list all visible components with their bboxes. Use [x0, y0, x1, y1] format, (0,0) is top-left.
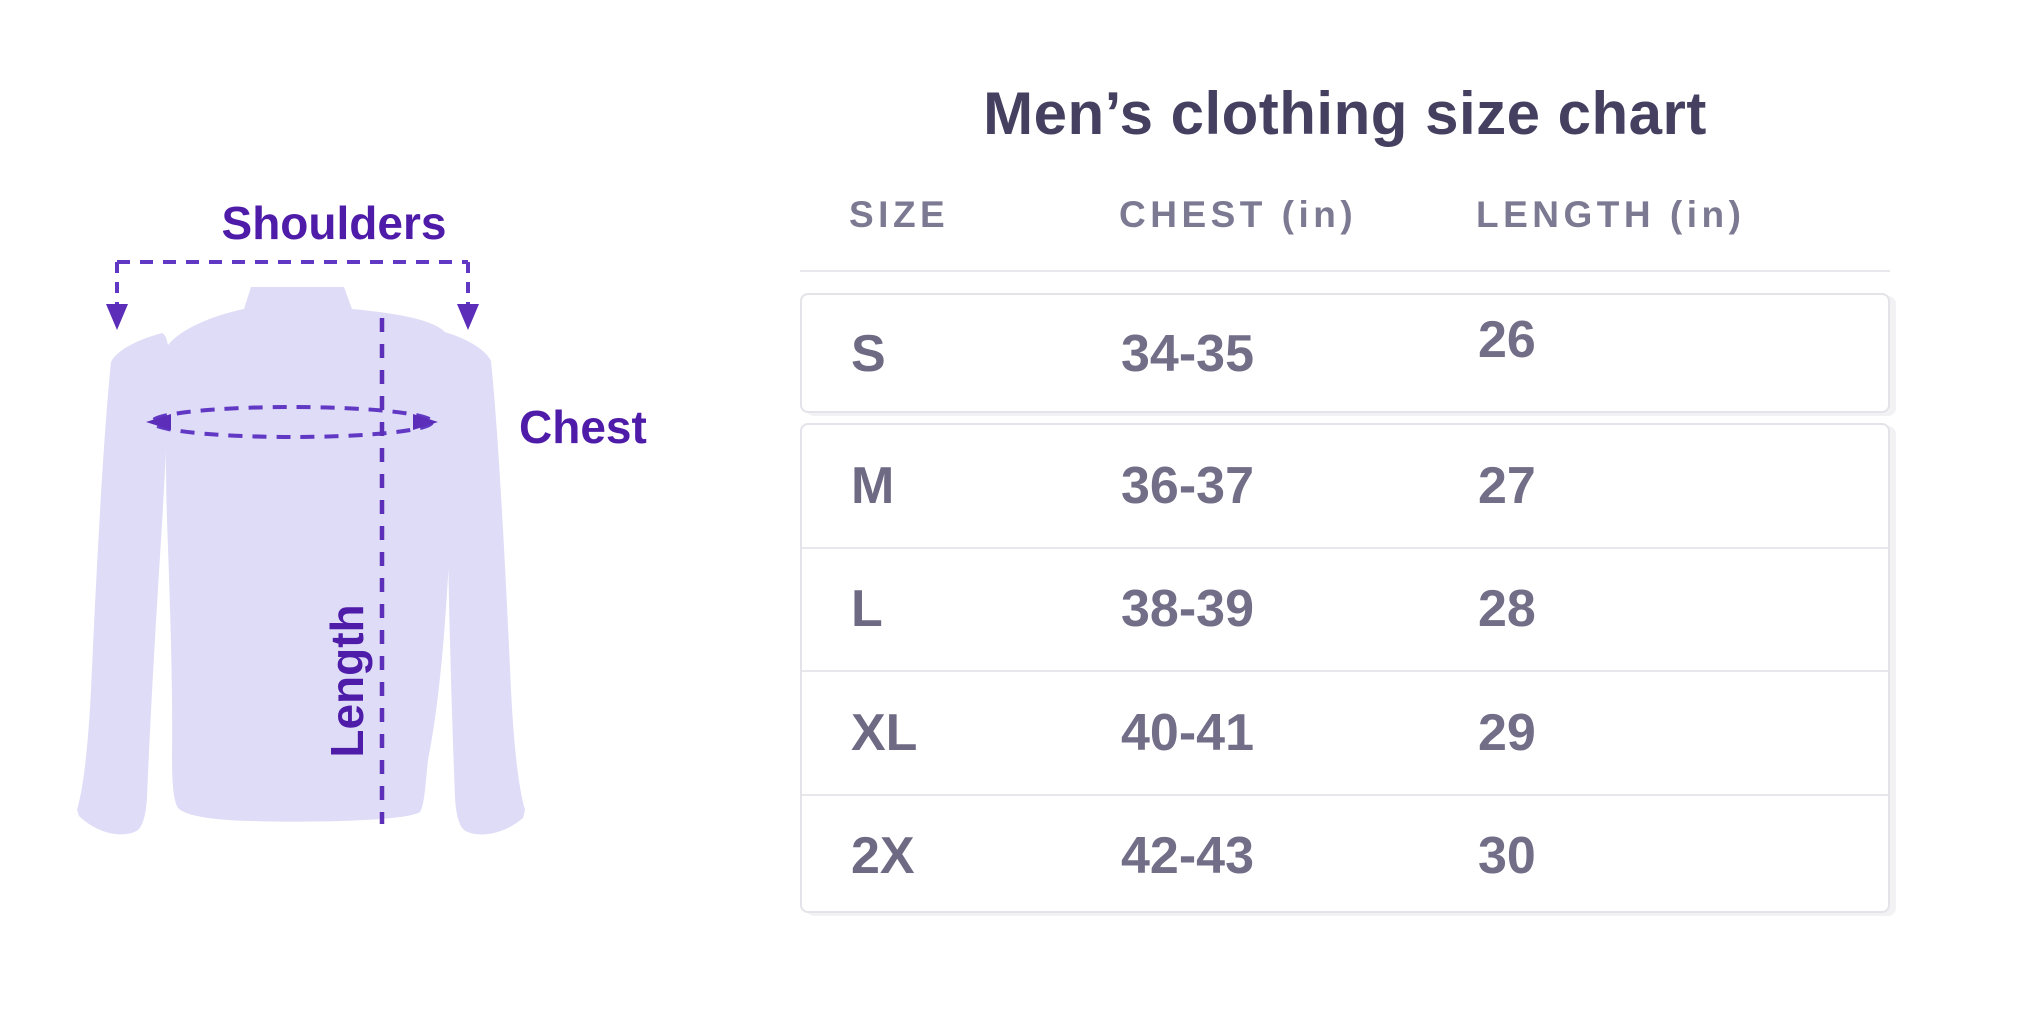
cell-size: XL	[851, 703, 918, 762]
cell-chest: 38-39	[1121, 580, 1254, 639]
size-table-panel: Men’s clothing size chart SIZE CHEST (in…	[800, 0, 1890, 1020]
table-row-m: M 36-37 27	[802, 425, 1888, 547]
cell-size: S	[851, 325, 886, 383]
length-label: Length	[321, 604, 373, 758]
shoulders-arrowheads	[106, 304, 479, 330]
chest-measure-ellipse	[146, 405, 438, 439]
cell-size: 2X	[851, 827, 915, 886]
table-body: M 36-37 27 L 38-39 28 XL 40-41 29 2X 42-…	[800, 423, 1890, 913]
cell-length: 26	[1478, 311, 1536, 369]
cell-size: L	[851, 580, 883, 639]
header-size: SIZE	[849, 194, 950, 235]
header-chest: CHEST (in)	[1119, 194, 1358, 235]
shirt-shape	[77, 287, 525, 835]
table-top-rule	[800, 270, 1890, 272]
table-row-2x: 2X 42-43 30	[802, 793, 1888, 918]
table-row-s: S 34-35 26	[800, 293, 1890, 413]
shoulders-label: Shoulders	[221, 197, 447, 249]
cell-chest: 40-41	[1121, 703, 1254, 762]
chest-label: Chest	[519, 401, 647, 453]
shoulders-measure-line	[115, 260, 470, 304]
cell-chest: 36-37	[1121, 456, 1254, 515]
header-length: LENGTH (in)	[1476, 194, 1746, 235]
cell-length: 28	[1478, 580, 1536, 639]
table-row-l: L 38-39 28	[802, 546, 1888, 671]
cell-chest: 34-35	[1121, 325, 1254, 383]
cell-length: 30	[1478, 827, 1536, 886]
cell-chest: 42-43	[1121, 827, 1254, 886]
page-title: Men’s clothing size chart	[983, 80, 1707, 147]
table-row-xl: XL 40-41 29	[802, 670, 1888, 794]
table-header-row: SIZE CHEST (in) LENGTH (in)	[800, 196, 1890, 236]
cell-size: M	[851, 456, 895, 515]
cell-length: 27	[1478, 456, 1536, 515]
cell-length: 29	[1478, 703, 1536, 762]
